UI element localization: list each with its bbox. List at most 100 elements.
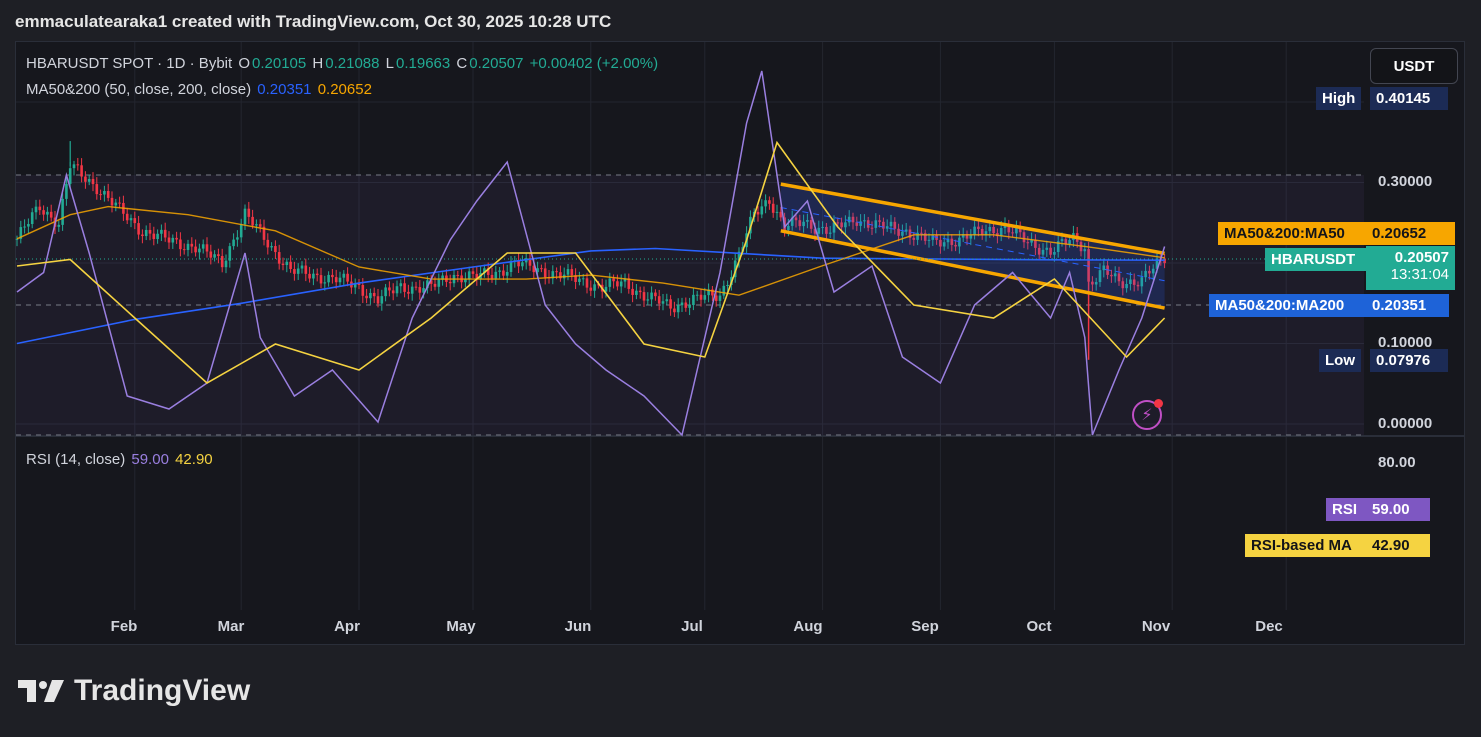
currency-button[interactable]: USDT (1370, 48, 1458, 84)
candle-body (42, 210, 45, 215)
candle (760, 199, 764, 219)
candle-body (942, 242, 946, 247)
candle-body (118, 202, 121, 204)
flash-alert-icon[interactable]: ⚡ (1132, 399, 1163, 430)
candle (543, 262, 547, 285)
candle (942, 235, 946, 251)
candle (236, 230, 239, 247)
candle-body (733, 260, 737, 278)
candle-body (764, 200, 767, 207)
candle (984, 224, 988, 242)
candle (1049, 242, 1052, 258)
candle-body (817, 227, 821, 234)
candle-body (281, 263, 285, 265)
candle-body (148, 229, 152, 234)
candle (1121, 277, 1125, 296)
candle-body (920, 232, 923, 234)
candle-body (904, 229, 908, 232)
candle (133, 211, 137, 230)
candle-body (855, 222, 859, 226)
month-tick: Apr (334, 618, 360, 635)
candle-body (361, 285, 365, 296)
candle (391, 283, 395, 301)
candle (901, 224, 904, 243)
candle (608, 272, 612, 292)
candle (293, 261, 296, 281)
candle (201, 239, 205, 254)
candle (1098, 263, 1102, 287)
candle (179, 232, 182, 257)
ma50-legend-value: 0.20652 (317, 81, 372, 98)
candle-body (1094, 282, 1098, 285)
candle-body (502, 270, 505, 276)
candle (631, 281, 634, 303)
candle-body (486, 268, 490, 275)
brand-logo[interactable]: TradingView (18, 674, 250, 708)
candle-body (836, 222, 840, 224)
candle-body (57, 224, 61, 227)
candle (844, 215, 847, 235)
high-tag-label: High (1316, 87, 1362, 110)
rsi-ma-legend-value: 42.90 (175, 451, 213, 468)
candle-body (483, 268, 486, 274)
candle (695, 290, 699, 301)
month-tick: Dec (1255, 618, 1283, 635)
month-tick: Jun (564, 618, 592, 635)
candle-body (422, 288, 425, 293)
candle (688, 297, 691, 316)
candle-body (346, 273, 349, 282)
candle-body (574, 275, 577, 282)
candle (99, 189, 102, 201)
candle-body (543, 268, 547, 278)
candle (353, 278, 357, 295)
candle-body (205, 244, 209, 252)
candle (680, 297, 684, 312)
candle (616, 274, 619, 291)
candle (220, 248, 224, 273)
candle-body (1049, 247, 1052, 255)
candle (80, 158, 83, 183)
candle-body (927, 239, 931, 241)
candle (874, 213, 878, 234)
candle (1083, 242, 1087, 259)
candle (878, 214, 881, 228)
candle-body (806, 220, 809, 222)
candle-body (27, 224, 30, 227)
candle-body (813, 228, 817, 234)
candle-body (274, 246, 277, 253)
candle-body (654, 292, 657, 297)
candle-body (650, 292, 653, 300)
close-value: 0.20507 (469, 55, 524, 72)
symbol-label[interactable]: HBARUSDT SPOT · 1D · Bybit (26, 55, 233, 72)
candle-body (939, 239, 942, 247)
candle (129, 214, 133, 228)
candle-body (999, 228, 1003, 237)
candle (863, 214, 866, 229)
candle (471, 266, 475, 279)
candle-body (494, 271, 498, 279)
candle (502, 264, 505, 280)
candle-body (642, 292, 646, 301)
candle (27, 218, 30, 234)
candle-body (312, 273, 315, 279)
rsi-legend[interactable]: RSI (14, close) 59.00 42.90 (26, 451, 215, 468)
candle-body (882, 221, 885, 229)
candle (403, 276, 406, 298)
candle (1163, 254, 1166, 269)
candle-body (1098, 270, 1102, 283)
candle (30, 208, 34, 229)
candle-body (863, 220, 866, 222)
candle-body (129, 218, 133, 221)
candle-body (1064, 239, 1068, 245)
candle-body (331, 274, 334, 278)
candle-body (597, 284, 600, 286)
candle-body (608, 278, 612, 287)
candle (870, 221, 874, 236)
candle (19, 220, 23, 244)
ma-legend[interactable]: MA50&200 (50, close, 200, close) 0.20351… (26, 81, 374, 98)
candle (1136, 281, 1140, 291)
candle (274, 240, 277, 259)
candle (456, 270, 460, 283)
candle-body (722, 285, 726, 296)
